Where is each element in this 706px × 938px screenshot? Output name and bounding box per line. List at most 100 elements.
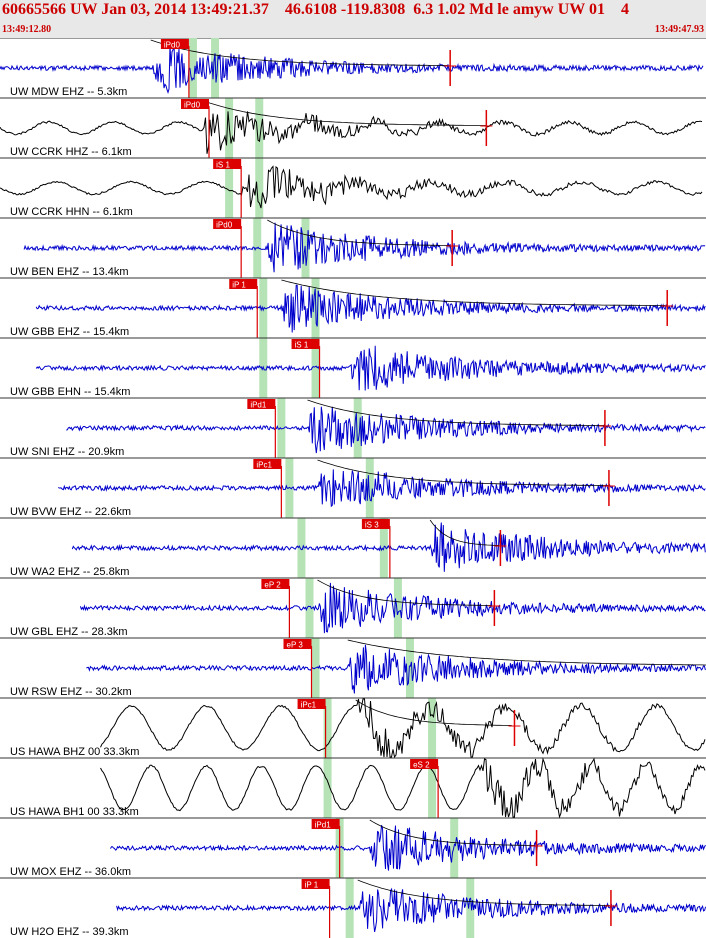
trace-label: UW WA2 EHZ -- 25.8km bbox=[10, 566, 129, 578]
header-bar: 60665566 UW Jan 03, 2014 13:49:21.37 46.… bbox=[0, 0, 706, 39]
trace-label: UW RSW EHZ -- 30.2km bbox=[10, 686, 132, 698]
trace-label: UW MDW EHZ -- 5.3km bbox=[10, 86, 127, 98]
phase-window bbox=[365, 458, 374, 518]
pick-label: eS 2 bbox=[413, 761, 430, 770]
waveform bbox=[116, 887, 706, 933]
pick-label: iPd1 bbox=[250, 401, 267, 410]
pick-label: iPd0 bbox=[216, 221, 233, 230]
waveform bbox=[86, 644, 706, 694]
pick-label: iPd0 bbox=[164, 41, 181, 50]
pick-label: iP 1 bbox=[232, 281, 246, 290]
trace-row: iPd1 UW SNI EHZ -- 20.9km bbox=[0, 397, 706, 458]
phase-window bbox=[353, 398, 362, 458]
trace-label: US HAWA BH1 00 33.3km bbox=[10, 806, 139, 818]
pick-flag bbox=[410, 759, 439, 769]
trace-label: UW BEN EHZ -- 13.4km bbox=[10, 266, 129, 278]
phase-window bbox=[428, 698, 437, 758]
pick-flag bbox=[181, 99, 210, 109]
pick-label: iS 1 bbox=[295, 341, 309, 350]
waveform bbox=[0, 44, 704, 95]
trace-row: iPc1 US HAWA BHZ 00 33.3km bbox=[0, 697, 706, 759]
phase-window bbox=[255, 158, 264, 218]
pick-flag bbox=[213, 159, 242, 169]
pick-flag bbox=[311, 819, 340, 829]
trace-row: iS 3 UW WA2 EHZ -- 25.8km bbox=[0, 517, 706, 578]
phase-window bbox=[259, 278, 268, 338]
pick-flag bbox=[253, 459, 282, 469]
trace-rows: iPd0 UW MDW EHZ -- 5.3km iPd0 UW CCRK HHZ -… bbox=[0, 39, 706, 938]
phase-window bbox=[277, 398, 286, 458]
trace-row: iPd0 UW BEN EHZ -- 13.4km bbox=[0, 217, 706, 278]
trace-label: UW CCRK HHZ -- 6.1km bbox=[10, 146, 132, 158]
event-title: 60665566 UW Jan 03, 2014 13:49:21.37 46.… bbox=[2, 1, 629, 18]
trace-row: iS 1 UW GBB EHN -- 15.4km bbox=[0, 337, 706, 398]
waveform bbox=[71, 522, 706, 572]
trace-label: UW MOX EHZ -- 36.0km bbox=[10, 866, 131, 878]
coda-curve bbox=[429, 519, 500, 546]
trace-row: iP 1 UW GBB EHZ -- 15.4km bbox=[0, 277, 706, 338]
coda-curve bbox=[357, 879, 610, 906]
trace-label: UW BVW EHZ -- 22.6km bbox=[10, 506, 131, 518]
waveform bbox=[35, 284, 706, 333]
waveform bbox=[0, 111, 703, 154]
pick-label: eP 3 bbox=[287, 641, 304, 650]
coda-curve bbox=[347, 639, 706, 666]
coda-curve bbox=[317, 459, 609, 486]
trace-row: eS 2 US HAWA BH1 00 33.3km bbox=[0, 757, 706, 819]
pick-flag bbox=[301, 879, 330, 889]
phase-window bbox=[393, 578, 402, 638]
pick-flag bbox=[361, 519, 390, 529]
waveform bbox=[58, 469, 706, 508]
phase-window bbox=[311, 338, 320, 398]
pick-label: iPc1 bbox=[301, 701, 317, 710]
trace-row: iPd0 UW CCRK HHZ -- 6.1km bbox=[0, 97, 706, 158]
trace-row: iPd0 UW MDW EHZ -- 5.3km bbox=[0, 39, 704, 98]
waveform bbox=[66, 406, 706, 454]
pick-flag bbox=[229, 279, 258, 289]
end-time: 13:49:47.93 bbox=[654, 24, 704, 35]
coda-curve bbox=[369, 819, 535, 846]
phase-window bbox=[466, 878, 475, 938]
phase-windows bbox=[188, 38, 475, 938]
trace-row: iP 1 UW H2O EHZ -- 39.3km bbox=[0, 877, 706, 938]
pick-flag bbox=[213, 219, 242, 229]
phase-window bbox=[323, 698, 332, 758]
phase-window bbox=[188, 38, 197, 98]
phase-window bbox=[255, 98, 264, 158]
trace-label: US HAWA BHZ 00 33.3km bbox=[10, 746, 139, 758]
pick-flag bbox=[247, 399, 276, 409]
trace-row: iPc1 UW BVW EHZ -- 22.6km bbox=[0, 457, 706, 518]
phase-window bbox=[305, 578, 314, 638]
pick-flag bbox=[291, 339, 320, 349]
pick-label: iPd1 bbox=[315, 821, 332, 830]
coda-curve bbox=[267, 219, 451, 246]
waveform bbox=[23, 222, 706, 273]
phase-window bbox=[405, 638, 414, 698]
trace-label: UW GBB EHN -- 15.4km bbox=[10, 386, 130, 398]
trace-label: UW GBB EHZ -- 15.4km bbox=[10, 326, 129, 338]
trace-row: iPd1 UW MOX EHZ -- 36.0km bbox=[0, 817, 706, 878]
trace-label: UW CCRK HHN -- 6.1km bbox=[10, 206, 133, 218]
seismogram-plot: iPd0 UW MDW EHZ -- 5.3km iPd0 UW CCRK HHZ -… bbox=[0, 38, 706, 938]
trace-row: iS 1 UW CCRK HHN -- 6.1km bbox=[0, 157, 706, 218]
trace-label: UW H2O EHZ -- 39.3km bbox=[10, 926, 129, 938]
trace-row: eP 2 UW GBL EHZ -- 28.3km bbox=[0, 577, 706, 638]
coda-curve bbox=[281, 279, 666, 306]
coda-curve bbox=[200, 99, 486, 126]
coda-curve bbox=[317, 579, 492, 606]
coda-curve bbox=[150, 39, 448, 66]
phase-window bbox=[225, 158, 234, 218]
waveform bbox=[100, 698, 706, 759]
phase-window bbox=[428, 758, 437, 818]
pick-flag bbox=[160, 39, 189, 49]
trace-row: eP 3 UW RSW EHZ -- 30.2km bbox=[0, 637, 706, 698]
pick-label: iPc1 bbox=[256, 461, 272, 470]
waveform bbox=[100, 757, 706, 819]
trace-label: UW SNI EHZ -- 20.9km bbox=[10, 446, 124, 458]
waveform bbox=[0, 165, 703, 209]
trace-label: UW GBL EHZ -- 28.3km bbox=[10, 626, 128, 638]
phase-window bbox=[323, 758, 332, 818]
waveform bbox=[35, 345, 706, 391]
pick-flag bbox=[283, 639, 312, 649]
pick-label: eP 2 bbox=[264, 581, 281, 590]
